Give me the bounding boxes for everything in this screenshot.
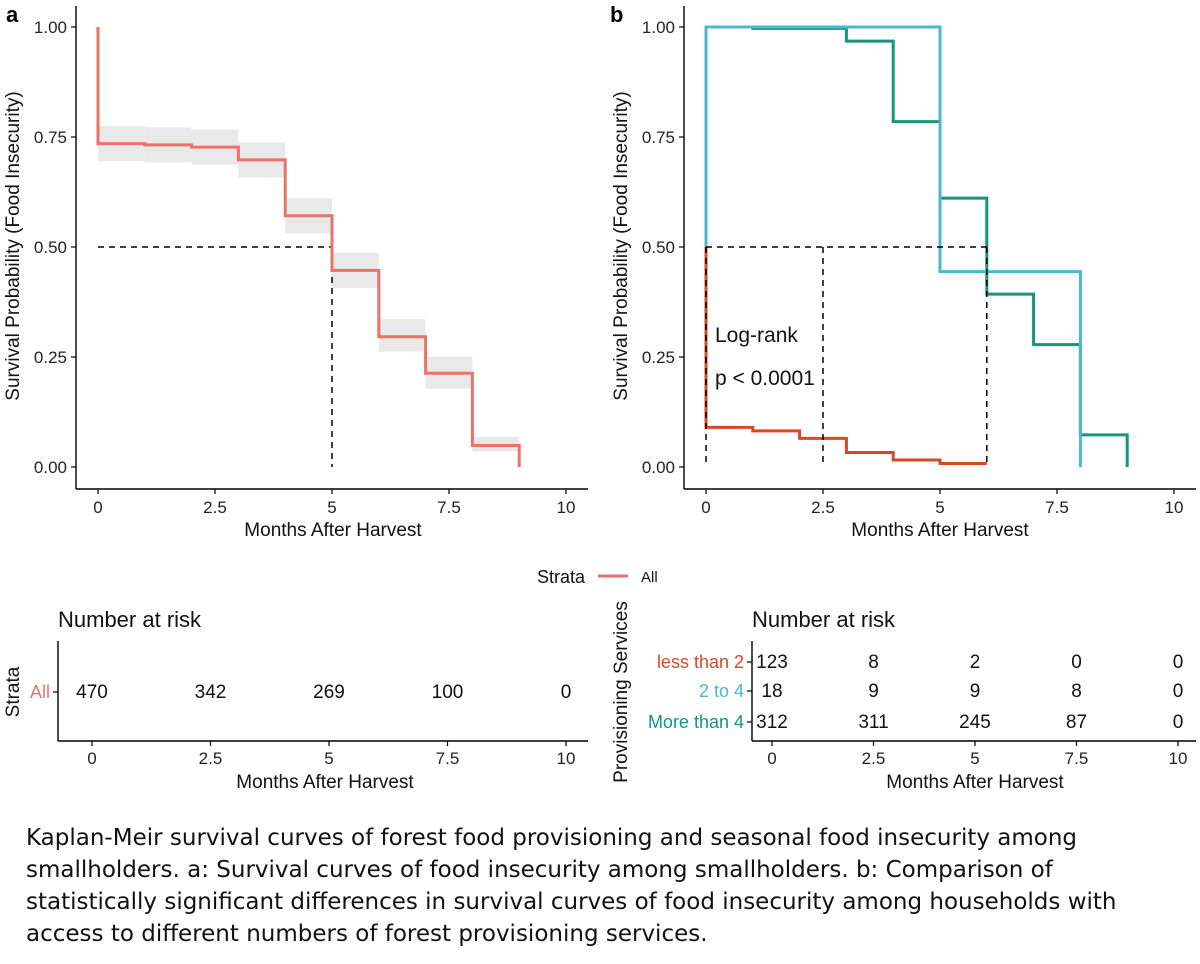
legend: Strata All: [537, 567, 658, 587]
panel-a-xtick-label: 7.5: [437, 498, 461, 517]
risk-table-b: 0 2.5 5 7.5 10 less than 2 123 8 2 0 0 2 to 4 18 9 9 8 0…: [648, 641, 1196, 768]
panel-a-plot: 0.00 0.25 0.50 0.75 1.00 0 2.5 5 7.5 10: [34, 6, 588, 517]
panel-a-xtick-label: 5: [327, 498, 336, 517]
panel-b-xtick-label: 0: [701, 498, 710, 517]
panel-b-ytick-label: 0.75: [642, 128, 675, 147]
risk-b-xtick-label: 0: [767, 749, 776, 768]
panel-a-ytick-label: 0.75: [34, 128, 67, 147]
risk-a-xtick-label: 7.5: [436, 749, 460, 768]
panel-a-xtick-label: 2.5: [203, 498, 227, 517]
panel-b-ytick-label: 0.50: [642, 238, 675, 257]
risk-b-xtick-label: 7.5: [1065, 749, 1089, 768]
risk-a-count: 100: [432, 682, 464, 703]
panel-a-xtick-label: 0: [93, 498, 102, 517]
logrank-pvalue: p < 0.0001: [715, 367, 815, 390]
risk-b-row-label: 2 to 4: [699, 681, 744, 701]
risk-a-count: 342: [195, 682, 227, 703]
risk-b-count: 312: [756, 712, 788, 733]
risk-b-count: 8: [868, 652, 879, 673]
survival-curve-2-to-4: [704, 25, 1082, 467]
logrank-label: Log-rank: [715, 324, 798, 347]
risk-a-xtick-label: 5: [324, 749, 333, 768]
risk-b-count: 18: [761, 681, 782, 702]
risk-b-xlabel: Months After Harvest: [886, 772, 1064, 793]
panel-b-xtick-label: 7.5: [1045, 498, 1069, 517]
panel-b-xtick-label: 2.5: [811, 498, 835, 517]
panel-a-xtick-label: 10: [557, 498, 576, 517]
median-line: [98, 246, 333, 467]
risk-a-xtick-label: 2.5: [199, 749, 223, 768]
risk-b-count: 2: [970, 652, 981, 673]
risk-b-xtick-label: 5: [970, 749, 979, 768]
risk-table-a: 0 2.5 5 7.5 10 All 470 342 269 100 0: [30, 641, 588, 768]
risk-a-xtick-label: 10: [557, 749, 576, 768]
risk-a-count: 470: [76, 682, 108, 703]
panel-b-ytick-label: 1.00: [642, 18, 675, 37]
risk-b-row-label: More than 4: [648, 712, 744, 732]
risk-b-count: 87: [1066, 712, 1087, 733]
risk-a-ylabel: Strata: [3, 666, 24, 717]
risk-b-count: 123: [756, 652, 788, 673]
panel-a-ylabel: Survival Probability (Food Insecurity): [3, 91, 24, 400]
risk-b-count: 311: [858, 712, 888, 733]
panel-b-plot: 0.00 0.25 0.50 0.75 1.00 0 2.5 5 7.5 10: [642, 6, 1196, 517]
risk-b-xtick-label: 2.5: [862, 749, 886, 768]
risk-b-title: Number at risk: [752, 607, 896, 632]
survival-curve-less-than-2: [704, 247, 987, 465]
legend-entry-all: All: [641, 569, 658, 586]
panel-a-ytick-label: 0.00: [34, 458, 67, 477]
panel-a-ytick-label: 0.25: [34, 348, 67, 367]
risk-b-count: 0: [1071, 652, 1082, 673]
panel-b-xtick-label: 10: [1165, 498, 1184, 517]
risk-b-count: 8: [1071, 681, 1082, 702]
figure-caption: Kaplan-Meir survival curves of forest fo…: [26, 825, 1117, 947]
panel-a-label: a: [6, 2, 19, 27]
risk-b-row-label: less than 2: [657, 652, 744, 672]
panel-b-ytick-label: 0.25: [642, 348, 675, 367]
risk-a-row-label: All: [30, 682, 50, 702]
panel-a-ytick-label: 1.00: [34, 18, 67, 37]
risk-b-count: 0: [1173, 681, 1184, 702]
panel-a-xlabel: Months After Harvest: [244, 520, 422, 541]
risk-b-count: 245: [959, 712, 991, 733]
risk-b-count: 0: [1173, 712, 1184, 733]
panel-b-ytick-label: 0.00: [642, 458, 675, 477]
panel-b-label: b: [610, 2, 623, 27]
risk-a-xlabel: Months After Harvest: [236, 772, 414, 793]
risk-b-count: 9: [868, 681, 879, 702]
figure: a b 0.00 0.25 0.50 0.75 1.00 0 2.5 5 7.5 10 Survi…: [3, 2, 1196, 793]
panel-b-xlabel: Months After Harvest: [851, 520, 1029, 541]
risk-b-count: 9: [970, 681, 981, 702]
risk-a-title: Number at risk: [58, 607, 202, 632]
risk-b-ylabel: Provisioning Services: [611, 601, 632, 783]
risk-a-count: 269: [313, 682, 345, 703]
risk-b-count: 0: [1173, 652, 1184, 673]
risk-a-count: 0: [561, 682, 572, 703]
risk-b-xtick-label: 10: [1169, 749, 1188, 768]
panel-b-ylabel: Survival Probability (Food Insecurity): [611, 91, 632, 400]
panel-a-ytick-label: 0.50: [34, 238, 67, 257]
panel-b-xtick-label: 5: [935, 498, 944, 517]
legend-title: Strata: [537, 567, 586, 587]
survival-curve-all: [96, 27, 521, 467]
risk-a-xtick-label: 0: [87, 749, 96, 768]
